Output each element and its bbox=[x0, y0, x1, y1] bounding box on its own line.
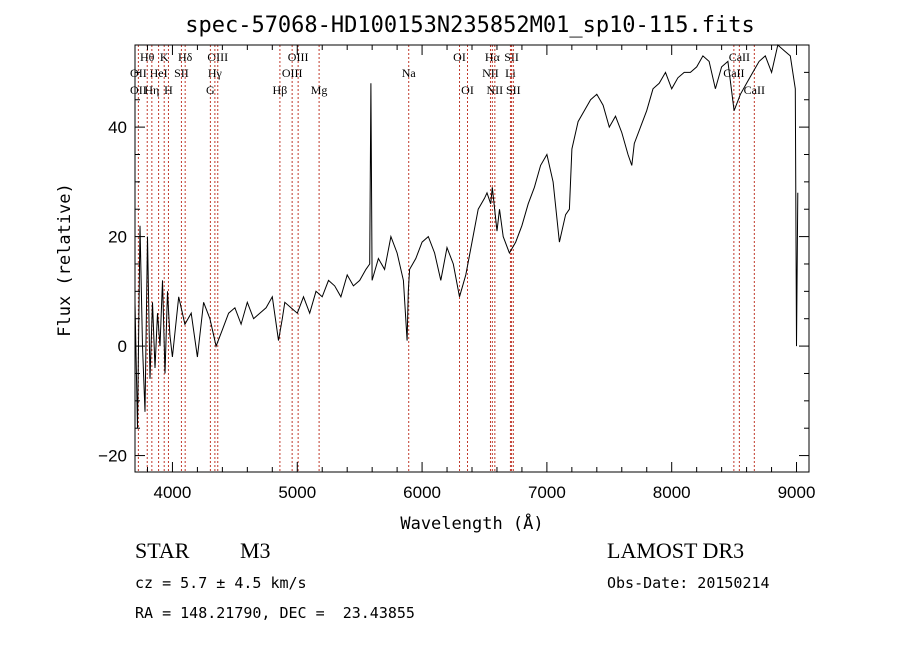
spectral-line-label: K bbox=[160, 50, 169, 64]
spectral-line-label: CaII bbox=[723, 66, 744, 80]
spectral-line-label: SII bbox=[504, 50, 519, 64]
spectral-line-label: NII bbox=[482, 66, 499, 80]
spectral-line-label: Hγ bbox=[208, 66, 223, 80]
spectral-line-label: OI bbox=[461, 83, 474, 97]
spectral-line-label: CaII bbox=[744, 83, 765, 97]
spectral-line-label: OII bbox=[130, 83, 147, 97]
survey-name: LAMOST DR3 bbox=[607, 538, 745, 563]
x-tick-label: 7000 bbox=[528, 483, 566, 502]
x-tick-label: 8000 bbox=[653, 483, 691, 502]
spectral-line-label: OIII bbox=[282, 66, 303, 80]
x-tick-label: 4000 bbox=[154, 483, 192, 502]
x-tick-label: 9000 bbox=[778, 483, 816, 502]
observation-date: Obs-Date: 20150214 bbox=[607, 574, 770, 592]
spectral-line-label: NII bbox=[487, 83, 504, 97]
y-tick-label: 0 bbox=[118, 337, 127, 356]
x-axis-label: Wavelength (Å) bbox=[400, 512, 543, 534]
y-tick-label: 40 bbox=[108, 118, 127, 137]
object-subclass: M3 bbox=[240, 538, 271, 563]
chart-title: spec-57068-HD100153N235852M01_sp10-115.f… bbox=[185, 13, 755, 38]
spectral-line-label: Hα bbox=[485, 50, 501, 64]
spectral-line-label: Hβ bbox=[273, 83, 288, 97]
x-tick-label: 6000 bbox=[403, 483, 441, 502]
spectrum-series-line bbox=[134, 44, 799, 429]
spectral-line-label: Na bbox=[402, 66, 417, 80]
spectral-line-label: OII bbox=[130, 66, 147, 80]
spectral-line-label: OIII bbox=[288, 50, 309, 64]
y-tick-label: −20 bbox=[98, 447, 127, 466]
spectral-line-label: Hθ bbox=[140, 50, 155, 64]
spectral-line-label: HeI bbox=[150, 66, 168, 80]
spectral-line-label: Hδ bbox=[178, 50, 193, 64]
spectral-line-label: Mg bbox=[311, 83, 328, 97]
spectral-line-label: SII bbox=[506, 83, 521, 97]
spectral-line-label: Li bbox=[505, 66, 516, 80]
spectral-line-label: H bbox=[164, 83, 173, 97]
spectral-line-label: G bbox=[206, 83, 215, 97]
spectral-line-label: OIII bbox=[207, 50, 228, 64]
spectral-line-label: CaII bbox=[729, 50, 750, 64]
axis-ticks: 4000 5000 6000 7000 8000 9000 −20 0 20 40 bbox=[98, 44, 816, 502]
y-tick-label: 20 bbox=[108, 228, 127, 247]
spectral-line-label: SII bbox=[174, 66, 189, 80]
redshift-cz: cz = 5.7 ± 4.5 km/s bbox=[135, 574, 307, 592]
x-tick-label: 5000 bbox=[278, 483, 316, 502]
spectral-line-label: Hη bbox=[144, 83, 159, 97]
object-class: STAR bbox=[135, 538, 190, 563]
y-axis-label: Flux (relative) bbox=[55, 183, 75, 337]
spectral-line-label: OI bbox=[453, 50, 466, 64]
coordinates: RA = 148.21790, DEC = 23.43855 bbox=[135, 604, 415, 622]
plot-frame bbox=[134, 44, 810, 473]
